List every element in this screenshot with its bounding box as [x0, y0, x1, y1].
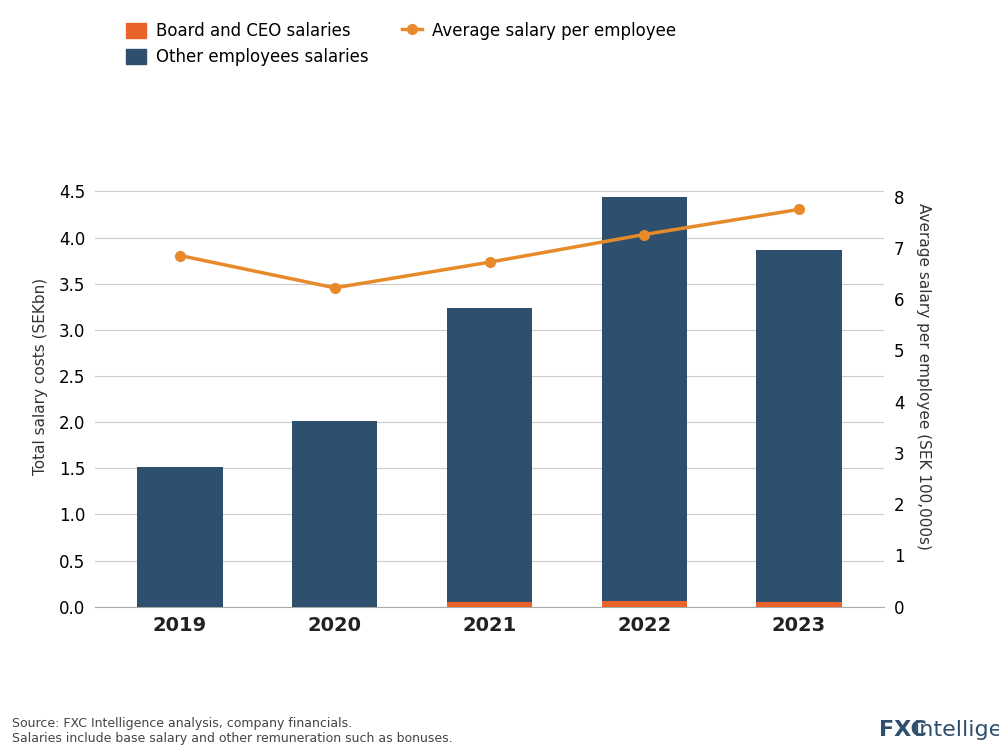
- Text: FXC: FXC: [879, 720, 927, 740]
- Legend: Board and CEO salaries, Other employees salaries, Average salary per employee: Board and CEO salaries, Other employees …: [119, 15, 682, 73]
- Bar: [447, 308, 532, 602]
- Bar: [756, 602, 841, 607]
- Bar: [601, 601, 687, 607]
- Y-axis label: Average salary per employee (SEK 100,000s): Average salary per employee (SEK 100,000…: [915, 202, 931, 550]
- Y-axis label: Total salary costs (SEKbn): Total salary costs (SEKbn): [33, 277, 48, 475]
- Text: Source: FXC Intelligence analysis, company financials.
Salaries include base sal: Source: FXC Intelligence analysis, compa…: [12, 718, 453, 745]
- Bar: [293, 421, 378, 607]
- Bar: [138, 467, 223, 607]
- Text: intelligence: intelligence: [914, 720, 999, 740]
- Bar: [447, 602, 532, 607]
- Text: Klarna yearly salary costs and average salary per employee, 2019-2023: Klarna yearly salary costs and average s…: [12, 77, 716, 96]
- Text: Klarna has reduced salary costs as part of AI shift: Klarna has reduced salary costs as part …: [12, 20, 872, 49]
- Bar: [756, 249, 841, 602]
- Bar: [601, 197, 687, 601]
